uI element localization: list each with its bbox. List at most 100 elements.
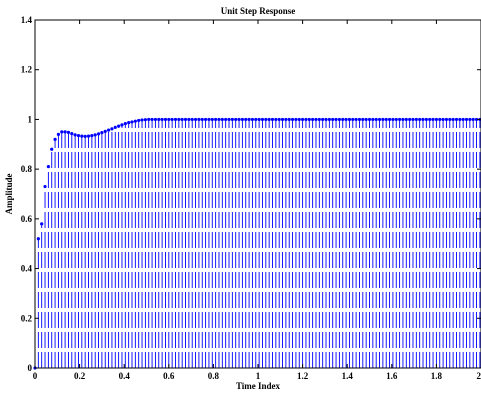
stem-marker xyxy=(190,117,194,122)
stem-marker xyxy=(384,117,388,122)
stem-marker xyxy=(371,117,375,122)
stem-marker xyxy=(361,117,365,122)
stem-marker xyxy=(324,117,328,122)
stem-marker xyxy=(391,117,395,122)
stem-marker xyxy=(203,117,208,122)
stem-marker xyxy=(284,117,288,122)
stem-marker xyxy=(431,117,435,122)
stem-marker xyxy=(76,133,81,138)
stem-marker xyxy=(237,117,241,122)
stem-marker xyxy=(421,117,425,122)
stem-marker xyxy=(96,132,101,136)
stem-marker xyxy=(287,117,291,122)
stem-marker xyxy=(220,117,224,122)
stem-series xyxy=(37,119,481,368)
stem-markers xyxy=(33,117,481,370)
y-tick-label: 1 xyxy=(28,114,33,124)
stem-marker xyxy=(280,117,285,122)
stem-marker xyxy=(277,117,281,122)
x-tick-label: 1.6 xyxy=(386,371,398,381)
stem-marker xyxy=(127,121,131,125)
stem-marker xyxy=(117,124,121,128)
stem-marker xyxy=(60,130,64,134)
stem-marker xyxy=(43,184,47,189)
stem-marker xyxy=(70,131,74,136)
stem-marker xyxy=(290,117,295,122)
stem-marker xyxy=(133,119,137,123)
x-tick-label: 0.2 xyxy=(74,371,86,381)
stem-marker xyxy=(110,127,114,131)
stem-marker xyxy=(230,117,234,122)
stem-marker xyxy=(351,117,355,122)
stem-marker xyxy=(394,117,398,122)
stem-marker xyxy=(347,117,352,122)
stem-marker xyxy=(150,117,154,122)
x-tick-label: 0.6 xyxy=(163,371,175,381)
stem-marker xyxy=(307,117,311,122)
x-axis-label: Time Index xyxy=(236,381,281,391)
stem-marker xyxy=(200,117,204,122)
stem-marker xyxy=(244,117,248,122)
stem-marker xyxy=(46,165,50,169)
y-axis-label: Amplitude xyxy=(4,173,14,214)
stem-marker xyxy=(50,147,54,151)
stem-marker xyxy=(428,117,432,122)
stem-marker xyxy=(341,117,345,122)
stem-marker xyxy=(411,117,415,122)
stem-marker xyxy=(53,137,57,141)
stem-marker xyxy=(66,130,71,134)
stem-marker xyxy=(86,134,91,138)
y-axis-ticks: 0 0.2 0.4 0.6 0.8 1 1.2 1.4 xyxy=(21,15,481,373)
y-tick-label: 0.4 xyxy=(21,264,33,274)
stem-marker xyxy=(408,117,412,122)
stem-marker xyxy=(327,117,331,122)
stem-marker xyxy=(344,117,348,122)
stem-marker xyxy=(167,117,171,122)
x-tick-label: 2 xyxy=(477,371,481,381)
stem-marker xyxy=(36,237,40,241)
stem-marker xyxy=(374,117,378,122)
stem-marker xyxy=(401,117,405,122)
stem-marker xyxy=(187,117,191,122)
stem-marker xyxy=(471,117,475,122)
stem-marker xyxy=(294,117,298,122)
stem-marker xyxy=(381,117,385,122)
stem-marker xyxy=(468,117,472,122)
stem-marker xyxy=(180,117,184,122)
x-tick-label: 0.8 xyxy=(208,371,220,381)
stem-marker xyxy=(177,117,181,122)
stem-marker xyxy=(337,117,341,122)
stem-marker xyxy=(398,117,402,122)
y-tick-label: 0.8 xyxy=(21,164,33,174)
stem-marker xyxy=(444,117,449,122)
stem-marker xyxy=(387,117,392,122)
x-axis-ticks: 0 0.2 0.4 0.6 0.8 1 1.2 1.4 1.6 1.8 2 xyxy=(33,20,481,381)
stem-marker xyxy=(197,117,201,122)
stem-marker xyxy=(217,117,221,122)
stem-marker xyxy=(56,132,61,136)
stem-marker xyxy=(214,117,218,122)
stem-marker xyxy=(123,122,127,126)
stem-marker xyxy=(207,117,211,122)
x-tick-label: 0 xyxy=(33,371,38,381)
stem-marker xyxy=(267,117,271,122)
stem-marker xyxy=(80,134,84,138)
stem-marker xyxy=(434,117,438,122)
stem-marker xyxy=(193,117,198,122)
stem-marker xyxy=(40,222,44,226)
stem-marker xyxy=(317,117,321,122)
stem-marker xyxy=(441,117,445,122)
stem-marker xyxy=(250,117,255,122)
stem-marker xyxy=(224,117,228,122)
x-tick-label: 1.4 xyxy=(342,371,354,381)
stem-marker xyxy=(137,118,141,123)
stem-marker xyxy=(451,117,455,122)
stem-marker xyxy=(464,117,469,122)
stem-marker xyxy=(210,117,214,122)
stem-marker xyxy=(418,117,422,122)
stem-marker xyxy=(103,129,107,133)
stem-marker xyxy=(414,117,418,122)
stem-marker xyxy=(297,117,301,122)
